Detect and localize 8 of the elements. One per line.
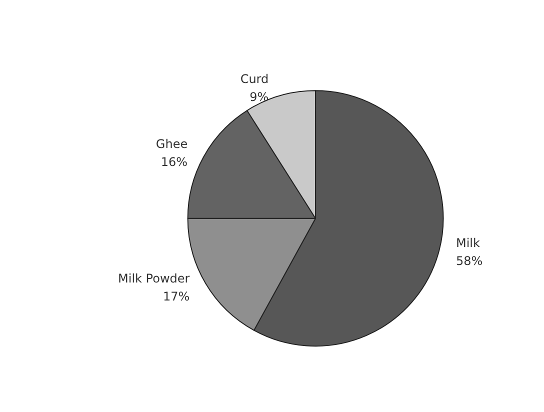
- data-label: 9%: [250, 90, 269, 104]
- slice-label: Ghee: [156, 136, 188, 151]
- slice-label: Curd: [240, 72, 269, 86]
- slice-label: Milk: [456, 236, 480, 250]
- data-label: 17%: [163, 289, 190, 304]
- data-label: 58%: [456, 254, 483, 268]
- data-label: 16%: [160, 154, 188, 169]
- slice-label: Milk Powder: [118, 271, 190, 286]
